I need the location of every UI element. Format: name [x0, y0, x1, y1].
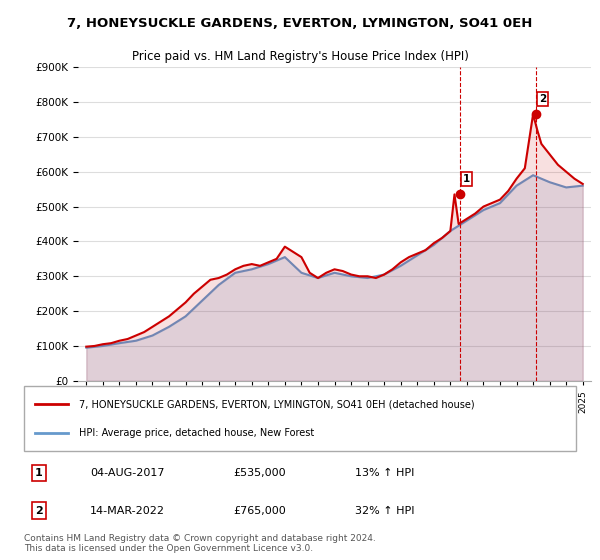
Text: 13% ↑ HPI: 13% ↑ HPI: [355, 468, 415, 478]
Text: 7, HONEYSUCKLE GARDENS, EVERTON, LYMINGTON, SO41 0EH (detached house): 7, HONEYSUCKLE GARDENS, EVERTON, LYMINGT…: [79, 399, 475, 409]
Text: 2: 2: [539, 94, 546, 104]
Text: 7, HONEYSUCKLE GARDENS, EVERTON, LYMINGTON, SO41 0EH: 7, HONEYSUCKLE GARDENS, EVERTON, LYMINGT…: [67, 17, 533, 30]
Text: HPI: Average price, detached house, New Forest: HPI: Average price, detached house, New …: [79, 428, 314, 438]
FancyBboxPatch shape: [24, 386, 576, 451]
Text: 1: 1: [35, 468, 43, 478]
Text: £765,000: £765,000: [234, 506, 287, 516]
Text: Price paid vs. HM Land Registry's House Price Index (HPI): Price paid vs. HM Land Registry's House …: [131, 50, 469, 63]
Text: Contains HM Land Registry data © Crown copyright and database right 2024.
This d: Contains HM Land Registry data © Crown c…: [24, 534, 376, 553]
Text: 14-MAR-2022: 14-MAR-2022: [90, 506, 165, 516]
Text: 04-AUG-2017: 04-AUG-2017: [90, 468, 165, 478]
Text: 32% ↑ HPI: 32% ↑ HPI: [355, 506, 415, 516]
Text: 1: 1: [463, 174, 470, 184]
Text: 2: 2: [35, 506, 43, 516]
Text: £535,000: £535,000: [234, 468, 286, 478]
